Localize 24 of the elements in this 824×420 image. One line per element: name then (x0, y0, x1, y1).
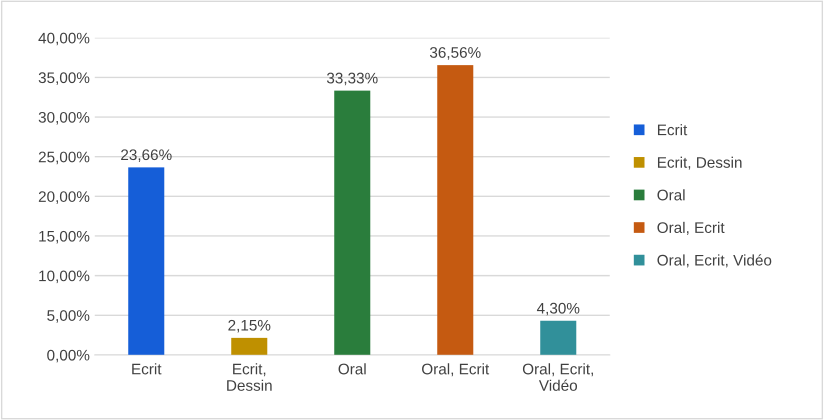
x-tick-label: Oral, Ecrit (422, 363, 490, 376)
legend-label: Oral (657, 189, 685, 200)
data-label: 2,15% (228, 320, 270, 332)
x-tick-label: Oral, Ecrit, Vidéo (522, 363, 593, 391)
x-tick-label: Ecrit (132, 363, 162, 374)
data-label: 36,56% (430, 47, 481, 60)
legend-label: Oral, Ecrit, Vidéo (657, 254, 772, 268)
x-tick-label: Ecrit, Dessin (227, 363, 272, 391)
y-tick-label: 10,00% (39, 270, 90, 284)
data-label: 33,33% (326, 72, 378, 86)
data-label: 4,30% (536, 302, 580, 316)
y-tick-label: 40,00% (38, 32, 90, 46)
legend-label: Ecrit (658, 124, 688, 136)
y-tick-label: 30,00% (38, 112, 90, 125)
y-tick-label: 15,00% (39, 230, 90, 244)
y-tick-label: 5,00% (47, 310, 90, 323)
x-tick-label: Oral (338, 363, 366, 374)
y-tick-label: 20,00% (38, 191, 90, 204)
legend-label: Oral, Ecrit (657, 222, 725, 235)
legend-label: Ecrit, Dessin (658, 156, 742, 170)
y-tick-label: 35,00% (38, 72, 90, 85)
y-tick-label: 25,00% (38, 152, 90, 164)
data-label: 23,66% (121, 149, 172, 162)
y-tick-label: 0,00% (47, 350, 90, 362)
